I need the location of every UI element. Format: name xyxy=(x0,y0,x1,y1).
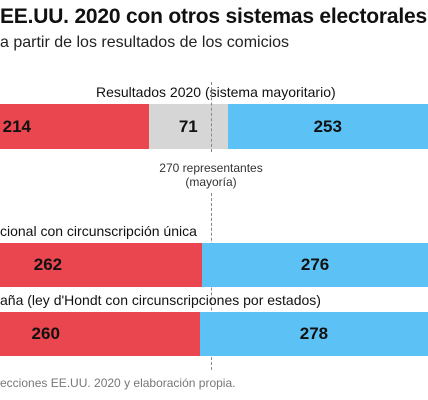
value-label-row-1-red: 214 xyxy=(2,116,31,136)
majority-label-line2: (mayoría) xyxy=(185,175,237,189)
bar-row-3: 260 278 xyxy=(0,312,428,356)
row-label-1: Resultados 2020 (sistema mayoritario) xyxy=(96,84,336,100)
value-label-row-2-red: 262 xyxy=(33,255,63,274)
value-label-row-2-blue: 276 xyxy=(300,255,330,274)
bar-segment-red-row-3: 260 xyxy=(0,312,200,356)
majority-label: 270 representantes (mayoría) xyxy=(159,161,262,189)
value-label-row-3-red: 260 xyxy=(31,324,60,343)
source-note: ecciones EE.UU. 2020 y elaboración propi… xyxy=(0,376,236,390)
value-label-row-3-blue: 278 xyxy=(299,324,329,343)
majority-label-line1: 270 representantes xyxy=(159,161,263,175)
majority-line-top xyxy=(211,82,212,152)
bar-segment-blue-row-3: 278 xyxy=(199,312,428,356)
bar-segment-red-row-1: 214 xyxy=(0,104,149,149)
bar-row-2: 262 276 xyxy=(0,243,428,287)
bar-segment-blue-row-2: 276 xyxy=(202,243,428,287)
value-label-row-1-blue: 253 xyxy=(313,116,342,136)
bar-segment-gray-row-1: 71 xyxy=(149,104,228,149)
row-label-2: cional con circunscripción única xyxy=(0,223,197,239)
bar-segment-red-row-2: 262 xyxy=(0,243,203,287)
chart-subtitle: a partir de los resultados de los comici… xyxy=(0,34,290,51)
row-label-3: aña (ley d'Hondt con circunscripciones p… xyxy=(0,292,321,308)
value-label-row-1-gray: 71 xyxy=(178,116,198,136)
bar-row-1: 214 71 253 xyxy=(0,104,428,149)
chart-title: EE.UU. 2020 con otros sistemas electoral… xyxy=(0,5,427,28)
bar-segment-blue-row-1: 253 xyxy=(227,104,428,149)
